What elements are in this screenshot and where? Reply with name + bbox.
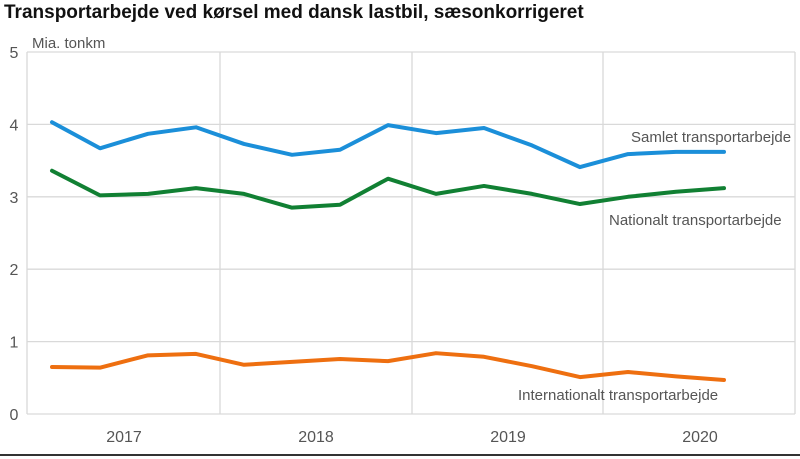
series-line-2 xyxy=(50,351,726,382)
y-tick-label: 5 xyxy=(10,45,19,62)
series-line-1 xyxy=(50,168,726,210)
y-axis-label: Mia. tonkm xyxy=(32,35,105,52)
y-tick-label: 4 xyxy=(10,117,19,134)
series-line-0 xyxy=(50,120,726,170)
x-tick-label: 2019 xyxy=(490,429,526,446)
y-tick-label: 0 xyxy=(10,407,19,424)
y-tick-label: 1 xyxy=(10,335,19,352)
chart-title: Transportarbejde ved kørsel med dansk la… xyxy=(4,2,584,23)
series-label-samlet: Samlet transportarbejde xyxy=(631,129,791,146)
y-tick-label: 3 xyxy=(10,190,19,207)
axes: 0 1 2 3 4 5 2017 2018 2019 2020 xyxy=(10,45,718,446)
x-tick-label: 2018 xyxy=(298,429,334,446)
series-label-nationalt: Nationalt transportarbejde xyxy=(609,212,782,229)
bottom-border xyxy=(0,454,800,456)
series-label-internationalt: Internationalt transportarbejde xyxy=(518,387,718,404)
x-tick-label: 2017 xyxy=(106,429,142,446)
series-lines xyxy=(50,120,726,382)
y-tick-label: 2 xyxy=(10,262,19,279)
x-tick-label: 2020 xyxy=(682,429,718,446)
grid xyxy=(26,51,796,415)
